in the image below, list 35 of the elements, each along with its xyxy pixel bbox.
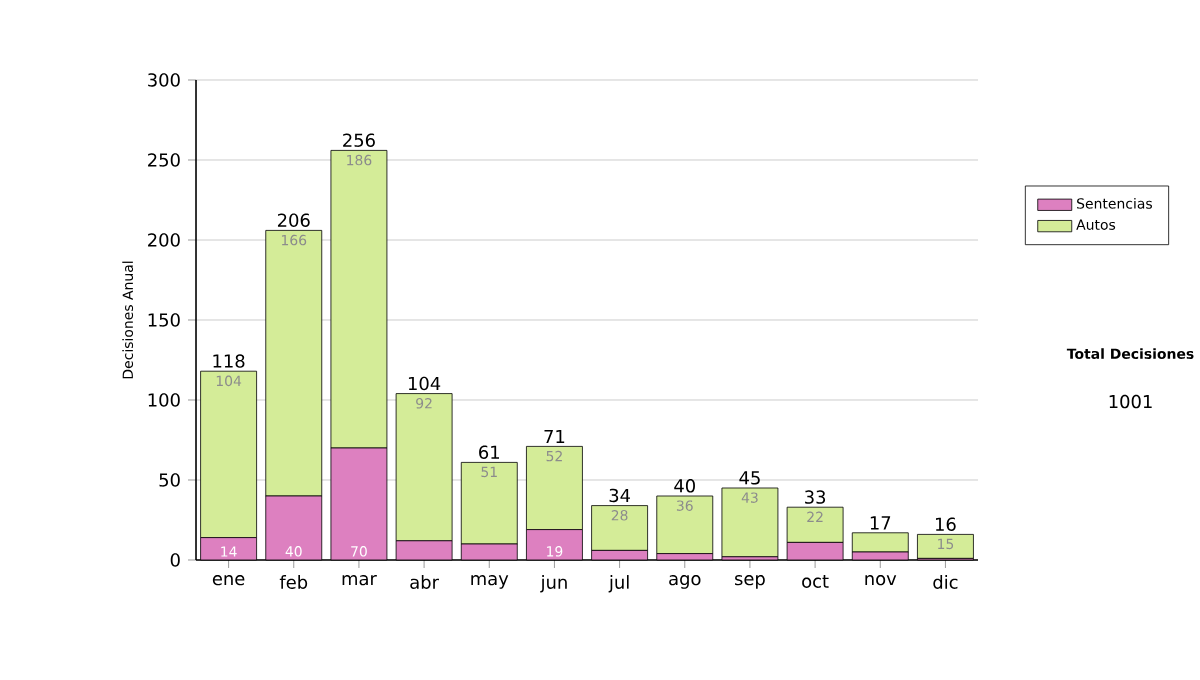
bar [721, 487, 779, 558]
total-label: 104 [408, 376, 441, 391]
x-tick-label: jun [540, 575, 567, 593]
x-tick-label: ago [669, 575, 701, 589]
total-label: 40 [674, 479, 695, 493]
total-label: 256 [343, 133, 375, 147]
x-tick-label: dic [933, 575, 958, 589]
x-tick-label: may [471, 575, 509, 589]
text: 1001 [1109, 394, 1152, 409]
total-label: 61 [479, 445, 500, 459]
y-tick-label: 50 [159, 473, 180, 487]
total-label: 16 [935, 517, 956, 531]
bar [851, 532, 909, 553]
y-tick-label: 100 [148, 393, 180, 407]
x-tick-label: sep [735, 575, 765, 589]
total-label: 118 [213, 354, 245, 368]
y-tick-label: 250 [148, 153, 180, 167]
x-tick-label: abr [410, 575, 439, 589]
total-label: 206 [277, 213, 310, 227]
total-label: 71 [544, 429, 565, 443]
y-tick-label: 200 [148, 233, 180, 247]
x-tick-label: jul [608, 575, 629, 593]
x-tick-label: oct [802, 575, 829, 588]
y-tick-label: 0 [170, 553, 180, 567]
bar [656, 495, 714, 554]
y-tick-label: 300 [148, 73, 180, 87]
y-tick-label: 150 [148, 313, 180, 327]
total-label: 34 [609, 488, 630, 503]
x-tick-label: feb [279, 575, 308, 589]
total-label: 45 [739, 471, 760, 485]
x-tick-label: ene [212, 575, 245, 586]
total-label: 33 [805, 490, 826, 504]
x-tick-label: nov [865, 575, 897, 586]
total-label: 17 [870, 516, 891, 530]
x-tick-label: mar [342, 575, 377, 586]
